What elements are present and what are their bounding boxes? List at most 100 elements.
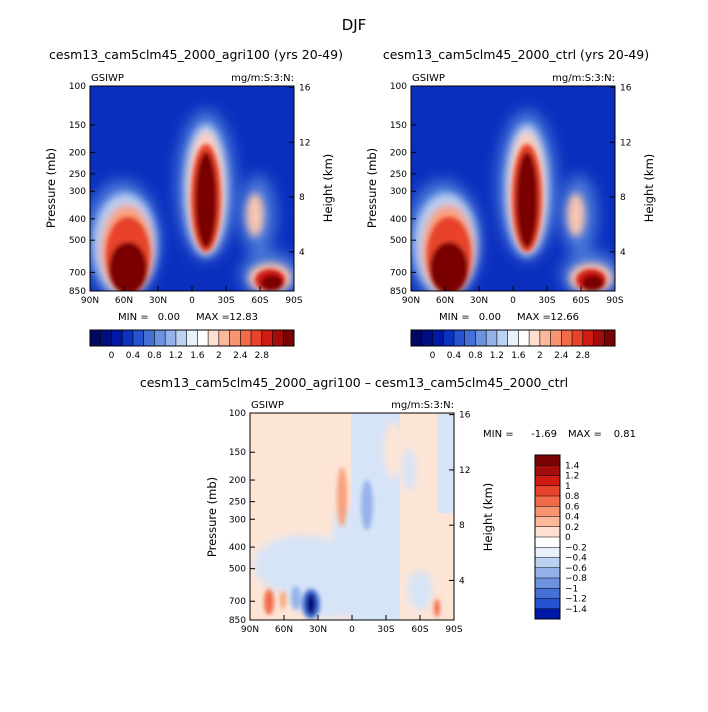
colorbar-tick-label: 0.6 (565, 502, 580, 512)
colorbar-swatch (100, 330, 112, 346)
y-tick-label: 700 (69, 268, 86, 278)
colorbar-swatch (90, 330, 102, 346)
panel-agri100-title: cesm13_cam5clm45_2000_agri100 (yrs 20-49… (49, 47, 343, 62)
colorbar-tick-label: 0.8 (565, 492, 580, 502)
x-tick-label: 30N (149, 296, 167, 306)
x-tick-label: 90N (241, 625, 259, 635)
colorbar-swatch (432, 330, 444, 346)
panel-agri100-max-value: 12.83 (229, 312, 258, 323)
x-tick-label: 60N (275, 625, 293, 635)
panel-ctrl-field (411, 86, 615, 291)
colorbar-tick-label: 2.8 (255, 351, 270, 361)
colorbar-swatch (550, 330, 562, 346)
x-tick-label: 0 (510, 296, 516, 306)
panel-agri100-units-label: mg/m:S:3:N: (231, 73, 294, 84)
panel-diff-max-label: MAX = (568, 429, 602, 440)
y-tick-label: 200 (390, 148, 407, 158)
colorbar-tick-label: 1.2 (490, 351, 504, 361)
colorbar-tick-label: 0.4 (447, 351, 462, 361)
colorbar-swatch (535, 588, 560, 599)
colorbar-swatch (535, 526, 560, 538)
x-tick-label: 60N (436, 296, 454, 306)
colorbar-swatch (240, 330, 252, 346)
colorbar-swatch (535, 537, 560, 548)
panel-ctrl-axes: 100 150 200 250 300 400 500 700 850 16 12 8 4 90N 60N 3… (390, 82, 632, 306)
panel-ctrl-min-value: 0.00 (479, 312, 501, 323)
x-tick-label: 60S (251, 296, 268, 306)
panel-ctrl-ylabel: Pressure (mb) (365, 148, 379, 228)
y-tick-label: 700 (229, 597, 246, 607)
panel-diff-min-value: -1.69 (531, 429, 557, 440)
y2-tick-label: 16 (459, 411, 471, 421)
colorbar-swatch (443, 330, 455, 346)
panel-ctrl-units-label: mg/m:S:3:N: (552, 73, 615, 84)
colorbar-swatch (218, 330, 230, 346)
panel-ctrl-variable-label: GSIWP (412, 73, 445, 84)
colorbar-tick-label: 1.6 (190, 351, 205, 361)
colorbar-swatch (111, 330, 123, 346)
x-tick-label: 90S (445, 625, 462, 635)
y-tick-label: 700 (390, 268, 407, 278)
y-tick-label: 150 (229, 448, 246, 458)
colorbar-swatch (229, 330, 241, 346)
colorbar-tick-label: 1.2 (169, 351, 183, 361)
panel-agri100-min-value: 0.00 (158, 312, 180, 323)
x-tick-label: 60S (572, 296, 589, 306)
colorbar-swatch (208, 330, 220, 346)
y2-tick-label: 8 (620, 193, 626, 203)
colorbar-swatch (197, 330, 209, 346)
colorbar-swatch (261, 330, 273, 346)
colorbar-tick-label: −0.6 (565, 564, 587, 574)
panel-agri100-y2label: Height (km) (321, 154, 335, 223)
colorbar-swatch (535, 485, 560, 497)
panel-diff-variable-label: GSIWP (251, 400, 284, 411)
y-tick-label: 200 (229, 476, 246, 486)
x-tick-label: 30S (377, 625, 394, 635)
y-tick-label: 250 (390, 170, 407, 180)
panel-ctrl-max-value: 12.66 (550, 312, 579, 323)
colorbar-swatch (535, 496, 560, 507)
panel-ctrl: cesm13_cam5clm45_2000_ctrl (yrs 20-49) G… (365, 47, 656, 361)
y-tick-label: 100 (390, 82, 407, 92)
y2-tick-label: 12 (620, 138, 631, 148)
colorbar-swatch (464, 330, 476, 346)
y2-tick-label: 8 (299, 193, 305, 203)
colorbar-tick-label: 0.4 (565, 513, 580, 523)
panel-ctrl-y2label: Height (km) (642, 154, 656, 223)
colorbar-swatch (421, 330, 433, 346)
y-tick-label: 500 (69, 236, 86, 246)
colorbar-swatch (535, 455, 560, 466)
x-tick-label: 90N (81, 296, 99, 306)
colorbar-swatch (535, 578, 560, 589)
panel-diff: cesm13_cam5clm45_2000_agri100 – cesm13_c… (140, 375, 636, 635)
y2-tick-label: 4 (459, 576, 465, 586)
x-tick-label: 90S (285, 296, 302, 306)
y2-tick-label: 16 (299, 84, 311, 94)
x-tick-label: 60N (115, 296, 133, 306)
colorbar-swatch (143, 330, 155, 346)
x-tick-label: 60S (411, 625, 428, 635)
y-tick-label: 850 (69, 287, 86, 297)
x-tick-label: 0 (189, 296, 195, 306)
panel-agri100-max-label: MAX = (196, 312, 230, 323)
panel-diff-ylabel: Pressure (mb) (205, 477, 219, 557)
colorbar-swatch (507, 330, 519, 346)
y-tick-label: 150 (69, 121, 86, 131)
y2-tick-label: 16 (620, 84, 632, 94)
y-tick-label: 300 (69, 187, 86, 197)
panel-diff-y2label: Height (km) (481, 483, 495, 552)
colorbar-swatch (496, 330, 508, 346)
colorbar-swatch (486, 330, 498, 346)
colorbar-swatch (186, 330, 198, 346)
panel-agri100-variable-label: GSIWP (91, 73, 124, 84)
x-tick-label: 0 (349, 625, 355, 635)
colorbar-tick-label: −1.2 (565, 595, 587, 605)
y-tick-label: 500 (229, 565, 246, 575)
panel-agri100-min-label: MIN = (118, 312, 149, 323)
colorbar-swatch (535, 465, 560, 476)
colorbar-tick-label: −1.4 (565, 605, 587, 615)
colorbar-swatch (283, 330, 295, 346)
colorbar-swatch (535, 567, 560, 579)
y2-tick-label: 8 (459, 521, 465, 531)
panel-ctrl-max-label: MAX = (517, 312, 551, 323)
